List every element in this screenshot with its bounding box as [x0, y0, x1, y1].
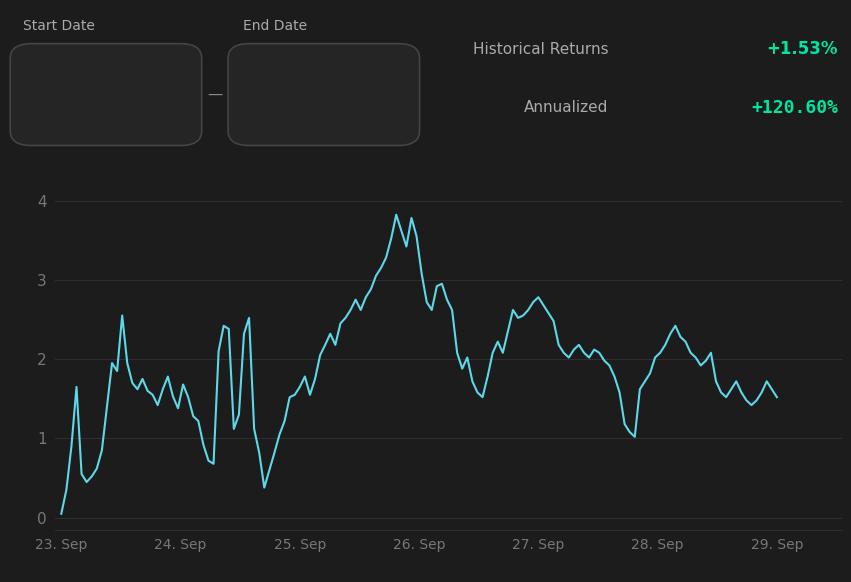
Text: 09/22/2024: 09/22/2024 [53, 86, 158, 103]
Text: End Date: End Date [243, 19, 306, 33]
Text: Start Date: Start Date [23, 19, 94, 33]
Text: +1.53%: +1.53% [767, 41, 838, 58]
Text: +120.60%: +120.60% [751, 99, 838, 116]
Text: Annualized: Annualized [524, 100, 608, 115]
Text: —: — [208, 87, 223, 102]
Text: Historical Returns: Historical Returns [473, 42, 608, 57]
Text: 09/29/2024: 09/29/2024 [271, 86, 376, 103]
